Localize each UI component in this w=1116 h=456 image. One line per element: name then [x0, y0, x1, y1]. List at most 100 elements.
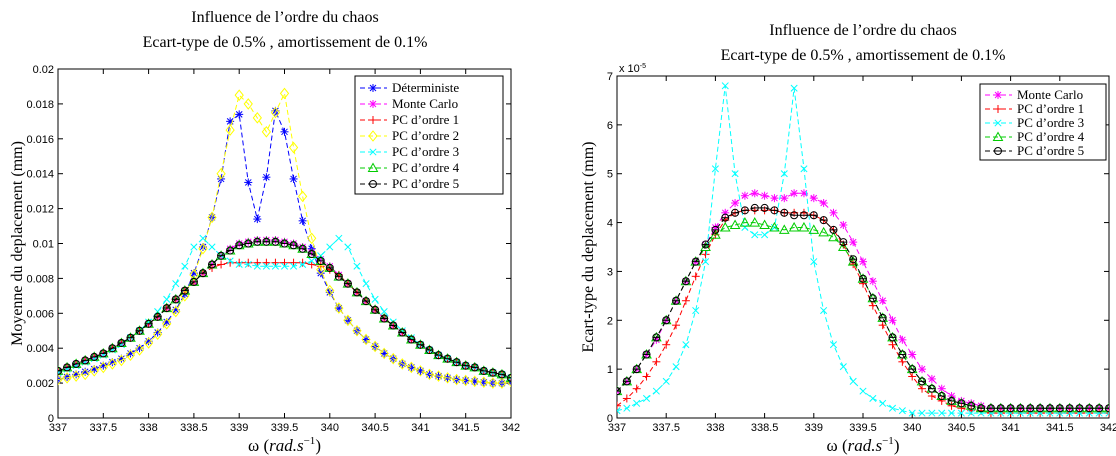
x-tick-label: 340.5 — [948, 422, 976, 434]
data-point — [839, 221, 847, 229]
data-point — [299, 217, 306, 225]
x-tick-label: 337 — [49, 422, 67, 434]
data-point — [134, 344, 145, 356]
data-point — [617, 409, 621, 415]
y-tick-label: 2 — [607, 315, 613, 327]
x-tick-label: 339 — [805, 422, 823, 434]
data-point — [163, 318, 171, 326]
data-point — [617, 390, 621, 395]
legend-box — [979, 83, 1107, 161]
x-axis-unit: rad.s — [269, 436, 304, 455]
chart-title-line: Ecart-type de 0.5% , amortissement de 0.… — [143, 34, 428, 51]
data-point — [190, 243, 198, 251]
data-point — [125, 349, 136, 361]
data-point — [662, 377, 670, 385]
data-point — [290, 175, 297, 183]
data-point — [899, 336, 906, 344]
data-point — [751, 189, 759, 197]
data-point — [839, 363, 847, 371]
y-tick-label: 0.008 — [26, 273, 54, 285]
data-point — [379, 347, 389, 360]
data-point — [415, 365, 426, 377]
chart-2: Influence de l’ordre du chaos Ecart-type … — [580, 22, 1116, 455]
x-tick-label: 337.5 — [652, 422, 680, 434]
data-point — [623, 404, 631, 412]
x-tick-label: 339 — [230, 422, 248, 434]
data-point — [617, 407, 621, 412]
data-point — [749, 217, 761, 227]
data-point — [692, 306, 700, 315]
data-point — [261, 126, 272, 138]
y-tick-label: 0.02 — [33, 64, 54, 76]
data-point — [938, 409, 946, 417]
y-tick-label: 1 — [607, 364, 613, 376]
x-tick-label: 341 — [1001, 422, 1019, 434]
data-point — [172, 280, 180, 288]
data-point — [788, 221, 800, 232]
data-point — [271, 262, 279, 270]
data-point — [80, 368, 90, 381]
data-point — [109, 358, 116, 366]
data-point — [99, 362, 107, 370]
data-point — [62, 372, 72, 384]
data-point — [479, 376, 489, 389]
data-point — [488, 377, 498, 389]
y-tick-label: 0.014 — [26, 169, 54, 181]
x-tick-label: 340.5 — [361, 422, 389, 434]
legend-entry: PC d’ordre 5 — [392, 176, 459, 191]
x-axis-label: ω (rad.s−1) — [827, 435, 900, 455]
y-tick-label: 5 — [607, 169, 613, 181]
data-point — [928, 375, 936, 383]
x-tick-label: 339.5 — [849, 422, 877, 434]
data-point — [778, 224, 790, 234]
data-point — [162, 317, 172, 330]
data-point — [299, 260, 307, 268]
x-tick-label: 341.5 — [452, 422, 480, 434]
x-axis-symbol: ω ( — [248, 436, 269, 455]
data-point — [869, 277, 877, 285]
x-tick-label: 339.5 — [271, 422, 299, 434]
data-point — [918, 365, 926, 373]
data-point — [1105, 407, 1109, 412]
series-pc-d-ordre-2 — [58, 87, 511, 389]
y-axis-label: Moyenne du deplacement (mm) — [9, 141, 26, 346]
x-axis-unit: rad.s — [848, 436, 883, 455]
data-point — [316, 263, 326, 276]
data-point — [362, 280, 370, 288]
data-point — [849, 238, 857, 246]
series-pc-d-ordre-5 — [617, 203, 1109, 413]
x-tick-label: 337.5 — [90, 422, 118, 434]
data-point — [243, 98, 253, 110]
data-point — [181, 262, 189, 270]
data-point — [225, 124, 235, 136]
data-point — [58, 373, 63, 386]
data-point — [859, 387, 867, 395]
data-point — [281, 128, 288, 136]
data-point — [262, 262, 270, 270]
y-tick-label: 0 — [48, 413, 54, 425]
data-point — [216, 167, 226, 180]
data-point — [244, 179, 252, 186]
data-point — [344, 243, 352, 251]
data-point — [297, 190, 308, 203]
data-point — [107, 358, 118, 370]
data-point — [700, 241, 711, 251]
data-point — [143, 337, 154, 349]
data-point — [208, 243, 216, 251]
x-axis-close-paren: ) — [315, 436, 321, 455]
data-point — [759, 219, 770, 230]
y-axis-label: Ecart-type du deplacement (mm) — [580, 141, 597, 352]
data-point — [780, 170, 788, 178]
data-point — [307, 232, 317, 245]
data-point — [682, 341, 690, 349]
legend-marker — [994, 119, 1002, 127]
data-point — [820, 306, 828, 315]
data-point — [810, 194, 818, 202]
y-exponent-label: x 10-5 — [619, 63, 646, 75]
data-point — [343, 314, 353, 327]
data-point — [849, 377, 857, 385]
data-point — [207, 211, 217, 224]
data-point — [710, 229, 721, 239]
legend-marker — [368, 130, 378, 142]
